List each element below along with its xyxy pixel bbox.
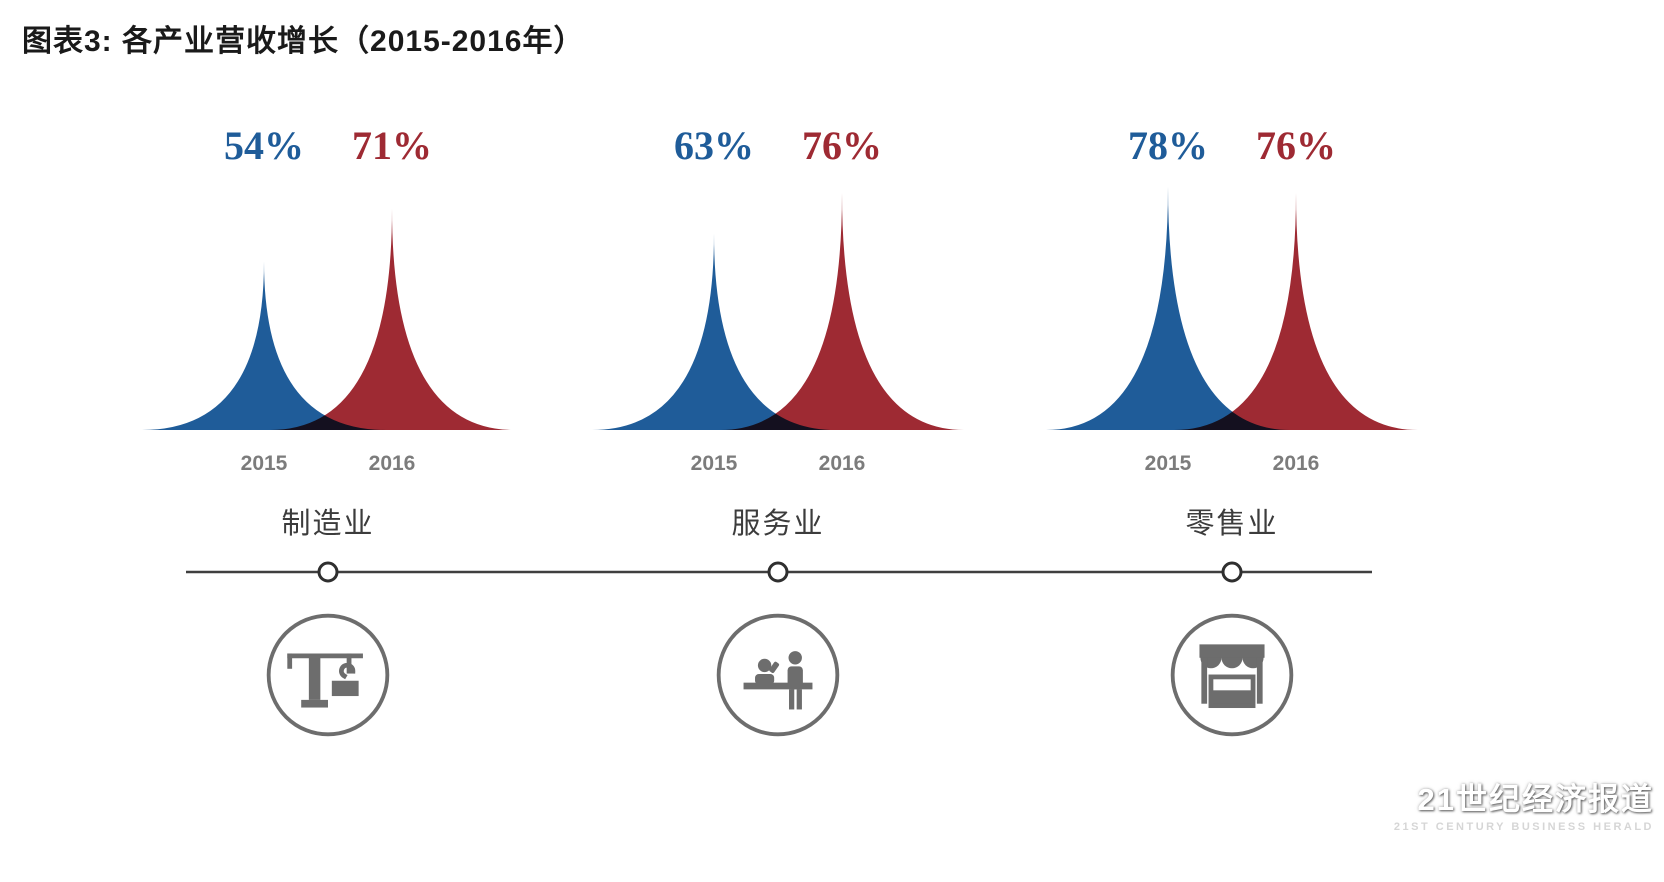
page-title: 图表3: 各产业营收增长（2015-2016年） xyxy=(22,25,585,58)
value-label-2015: 63% xyxy=(674,123,754,168)
watermark-en: 21ST CENTURY BUSINESS HERALD xyxy=(1393,821,1654,833)
value-label-2015: 78% xyxy=(1128,123,1208,168)
peaks-svg xyxy=(592,192,964,430)
value-label-2016: 76% xyxy=(802,123,882,168)
timeline-node xyxy=(767,561,789,583)
peak-2015 xyxy=(142,261,386,430)
year-label-2016: 2016 xyxy=(1272,452,1320,475)
category-label: 服务业 xyxy=(731,508,825,540)
peaks-svg xyxy=(142,208,514,430)
timeline-node xyxy=(1221,561,1243,583)
peak-2015 xyxy=(1046,186,1290,430)
year-label-2016: 2016 xyxy=(368,452,416,475)
category-group-services: 63% 76% 2015 2016 服务业 xyxy=(518,0,1038,882)
value-label-2015: 54% xyxy=(224,123,304,168)
watermark: 21世纪经济报道 21ST CENTURY BUSINESS HERALD xyxy=(1394,774,1654,833)
crane-icon xyxy=(261,608,395,742)
watermark-cn: 21世纪经济报道 xyxy=(1417,782,1654,817)
category-label: 零售业 xyxy=(1185,508,1279,540)
peak-2015 xyxy=(592,233,836,430)
category-label: 制造业 xyxy=(281,508,375,540)
market-stall-icon xyxy=(1165,608,1299,742)
value-label-2016: 71% xyxy=(352,123,432,168)
year-label-2015: 2015 xyxy=(1144,452,1192,475)
category-group-manufacturing: 54% 71% 2015 2016 制造业 xyxy=(68,0,588,882)
year-label-2015: 2015 xyxy=(240,452,288,475)
peak-2016 xyxy=(1174,192,1418,430)
year-label-2016: 2016 xyxy=(818,452,866,475)
peak-2016 xyxy=(720,192,964,430)
peaks-svg xyxy=(1046,186,1418,430)
service-desk-icon xyxy=(711,608,845,742)
timeline-axis xyxy=(186,561,1372,583)
value-label-2016: 76% xyxy=(1256,123,1336,168)
peak-2016 xyxy=(270,208,514,430)
year-label-2015: 2015 xyxy=(690,452,738,475)
timeline-node xyxy=(317,561,339,583)
category-group-retail: 78% 76% 2015 2016 零售业 xyxy=(972,0,1492,882)
